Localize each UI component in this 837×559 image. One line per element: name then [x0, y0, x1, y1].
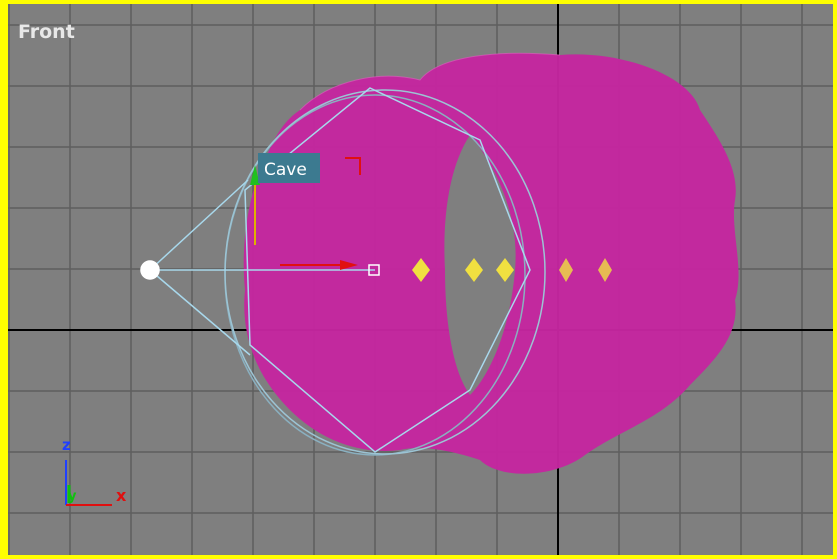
viewport-label[interactable]: Front — [18, 21, 75, 43]
axis-tripod — [65, 460, 112, 506]
cave-mesh — [243, 52, 739, 474]
axis-label-z: z — [62, 436, 71, 454]
viewport-border-left — [0, 0, 8, 559]
object-label: Cave — [264, 160, 307, 180]
axis-label-x: x — [116, 486, 127, 505]
axis-label-y: y — [68, 489, 77, 504]
camera-gizmo — [140, 87, 546, 456]
object-label-box — [258, 153, 320, 183]
transform-gizmo — [250, 157, 612, 282]
